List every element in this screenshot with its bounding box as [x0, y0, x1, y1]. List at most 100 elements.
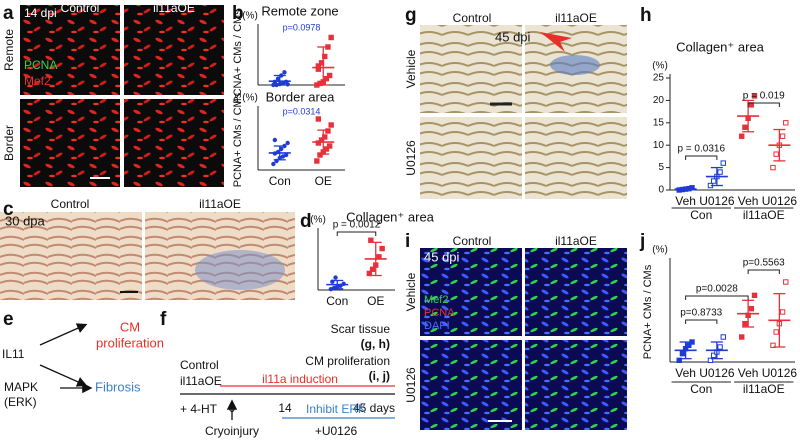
dot [328, 34, 334, 41]
label: proliferation [96, 335, 164, 350]
x-tick-label: Con [326, 294, 348, 308]
dot [285, 140, 290, 146]
panel-letter: g [405, 5, 417, 26]
dot [770, 164, 776, 171]
label: MAPK [4, 380, 38, 394]
y-tick-label: 10 [653, 140, 665, 151]
dot [739, 334, 745, 340]
dot [720, 334, 726, 340]
label: Cryoinjury [205, 424, 259, 438]
column-label: Control [51, 197, 90, 211]
column-label: il11aOE [153, 1, 195, 15]
dot [742, 320, 748, 327]
dot [770, 342, 776, 349]
label: CM proliferation [305, 354, 390, 368]
row-label: Vehicle [404, 272, 418, 311]
label: DAPI [424, 320, 450, 332]
p-value: p=0.8733 [680, 308, 722, 319]
p-value: p = 0.0316 [677, 144, 725, 155]
label: PCNA [24, 58, 57, 72]
dot [379, 245, 385, 252]
x-tick-label: OE [315, 174, 332, 188]
chart-title: Collagen⁺ area [676, 39, 765, 54]
y-tick-label: 20 [653, 95, 665, 106]
dot [271, 161, 276, 167]
dot [325, 128, 331, 134]
dot [717, 169, 723, 175]
dot [676, 357, 682, 364]
label: 14 dpi [24, 6, 57, 20]
micrograph [525, 117, 627, 199]
dot [751, 292, 758, 299]
label: 45 dpi [495, 29, 531, 44]
arrow [39, 323, 88, 346]
label: Control [180, 358, 219, 372]
dot [742, 124, 748, 130]
x-tick-label: Veh [738, 194, 759, 208]
label: (ERK) [4, 395, 37, 409]
row-label: Remote [2, 29, 16, 71]
red-arrow [540, 32, 572, 52]
label: CM [120, 319, 140, 334]
dot [326, 72, 333, 79]
collagen-stain [550, 55, 600, 75]
label: +U0126 [315, 424, 358, 438]
micrograph [525, 248, 627, 336]
dot [315, 116, 322, 122]
chart-title: Border area [266, 89, 335, 104]
label: Scar tissue [331, 322, 391, 336]
dot [323, 146, 330, 152]
dot [773, 329, 779, 335]
label: il11aOE [180, 374, 222, 388]
dot [317, 152, 323, 158]
dot [686, 342, 692, 349]
bracket [685, 295, 749, 300]
micrograph [20, 5, 120, 95]
label: IL11 [2, 347, 25, 361]
dot [314, 158, 320, 164]
label: il11a induction [262, 372, 338, 386]
y-tick-label: 15 [653, 117, 665, 128]
unit: (%) [652, 245, 668, 256]
dot [773, 151, 779, 157]
micrograph [420, 25, 522, 113]
arrow [39, 364, 88, 387]
label: PCNA [424, 307, 455, 319]
label: 0 [229, 401, 236, 415]
p-value: p=0.5563 [743, 258, 785, 269]
p-value: p=0.0028 [696, 284, 738, 295]
dot [323, 75, 330, 82]
label: Mef2 [24, 74, 51, 88]
bracket [747, 102, 780, 107]
row-label: U0126 [404, 367, 418, 403]
column-label: Control [453, 11, 492, 25]
micrograph [420, 340, 522, 430]
label: 14 [278, 401, 292, 415]
chart-title: Remote zone [261, 3, 338, 18]
micrograph [124, 5, 224, 95]
unit: (%) [242, 93, 258, 104]
dot [285, 82, 290, 87]
label: + 4-HT [180, 402, 218, 416]
dot [710, 352, 717, 359]
diagram-e [39, 323, 395, 420]
dot [779, 309, 786, 315]
group-label: Con [690, 382, 712, 396]
y-tick-label: 25 [653, 73, 665, 84]
dot [739, 133, 745, 139]
panel-letter: d [300, 211, 312, 232]
x-tick-label: Veh [675, 366, 696, 380]
label: Inhibit ERK [306, 402, 366, 416]
column-label: Control [453, 234, 492, 248]
micrograph [420, 248, 522, 336]
column-label: il11aOE [555, 234, 597, 248]
dot [366, 270, 373, 277]
p-value: p = 0.019 [743, 91, 785, 102]
panel-letter: j [639, 231, 645, 252]
dot [282, 70, 287, 75]
row-label: Vehicle [404, 49, 418, 88]
micrograph [525, 340, 627, 430]
x-tick-label: U0126 [762, 366, 798, 380]
x-tick-label: Veh [738, 366, 759, 380]
